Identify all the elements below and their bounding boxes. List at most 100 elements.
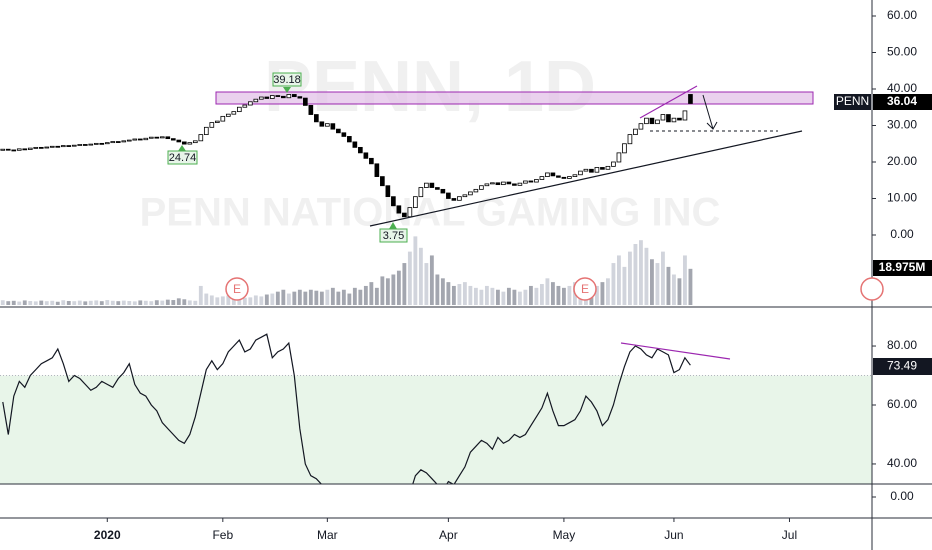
x-tick-label: Mar: [317, 528, 338, 542]
ticker-label: PENN: [836, 94, 869, 108]
volume-bar: [226, 295, 231, 305]
volume-bar: [391, 274, 396, 305]
candle: [418, 187, 424, 198]
candle: [314, 114, 319, 123]
candle: [484, 183, 490, 187]
y-tick-label: 40.00: [887, 456, 917, 470]
volume-bar: [435, 274, 440, 305]
volume-bar: [628, 251, 632, 305]
volume-bar: [110, 300, 115, 305]
y-tick-label: 50.00: [887, 45, 917, 59]
rsi-line: [2, 333, 691, 484]
candle: [611, 161, 616, 167]
volume-bar: [358, 289, 363, 305]
volume-bar: [639, 240, 643, 305]
candle: [462, 194, 468, 198]
volume-bar: [605, 278, 610, 305]
volume-bar: [66, 300, 71, 305]
volume-bar: [121, 300, 126, 305]
candle: [303, 97, 308, 106]
volume-bar: [165, 299, 170, 305]
candle: [44, 146, 50, 149]
y-tick-label: 10.00: [887, 191, 917, 205]
candle: [110, 141, 116, 144]
volume-bar: [149, 301, 154, 305]
volume-bar: [55, 301, 60, 305]
candle: [16, 148, 22, 151]
volume-bar: [50, 300, 55, 305]
volume-bar: [171, 300, 176, 305]
volume-bar: [523, 289, 528, 305]
volume-bar: [655, 263, 660, 305]
candle: [214, 120, 220, 123]
volume-bar: [176, 298, 181, 305]
volume-bar: [270, 293, 275, 305]
candle: [126, 139, 132, 142]
candle: [655, 119, 660, 125]
y-tick-label: 20.00: [887, 154, 917, 168]
y-tick-label: 30.00: [887, 118, 917, 132]
candle: [446, 192, 451, 199]
annotation-pointer: [283, 87, 291, 93]
volume-bar: [473, 287, 478, 305]
last-price-label: 36.04: [887, 94, 917, 108]
annotation-pointer: [389, 222, 397, 229]
volume-bar: [545, 278, 550, 305]
volume-bar: [275, 291, 280, 305]
volume-bar: [446, 282, 451, 305]
candle: [385, 185, 391, 198]
candle: [539, 176, 545, 180]
last-rsi-box: [873, 358, 932, 375]
candle: [490, 182, 495, 185]
volume-bar: [94, 300, 99, 305]
candle: [671, 117, 677, 123]
candle: [82, 144, 88, 146]
earnings-marker[interactable]: [573, 277, 597, 301]
candle: [38, 146, 44, 149]
volume-bar: [650, 259, 654, 305]
volume-bar: [644, 247, 649, 305]
candle: [281, 95, 286, 99]
volume-bar: [418, 247, 423, 305]
earnings-marker[interactable]: [860, 277, 884, 301]
candle: [236, 106, 242, 113]
y-tick-label: 40.00: [887, 81, 917, 95]
volume-bar: [215, 297, 220, 305]
x-tick-label: May: [553, 528, 576, 542]
candle: [688, 94, 693, 104]
candle: [231, 111, 237, 115]
volume-bar: [297, 289, 302, 305]
watermark-title: PENN, 1D: [264, 47, 596, 127]
candle: [495, 182, 501, 186]
resistance-zone: [215, 91, 814, 105]
candle: [93, 142, 99, 145]
earnings-marker[interactable]: [225, 277, 249, 301]
volume-bar: [286, 293, 291, 305]
volume-bar: [253, 295, 258, 305]
volume-bar: [11, 300, 16, 305]
volume-bar: [336, 291, 341, 305]
x-tick-label: Feb: [212, 528, 233, 542]
volume-bar: [479, 289, 484, 305]
candle: [137, 138, 143, 141]
volume-bar: [567, 285, 572, 305]
volume-bar: [457, 284, 462, 305]
annotation: 24.74: [169, 152, 197, 164]
volume-bar: [308, 289, 313, 305]
candle: [556, 175, 561, 178]
x-tick-label: Jul: [782, 528, 797, 542]
candle: [77, 144, 83, 146]
last-rsi-label: 73.49: [887, 359, 917, 373]
candle: [545, 172, 550, 177]
candle: [247, 101, 253, 106]
volume-bar: [160, 300, 165, 305]
y-tick-label: 80.00: [887, 338, 917, 352]
volume-bar: [61, 300, 66, 305]
candle: [27, 147, 33, 150]
candle: [363, 152, 369, 159]
lower-pane-tick-label: 0.00: [890, 489, 914, 503]
volume-bar: [303, 291, 308, 305]
candle: [159, 136, 165, 139]
volume-bar: [17, 301, 22, 305]
